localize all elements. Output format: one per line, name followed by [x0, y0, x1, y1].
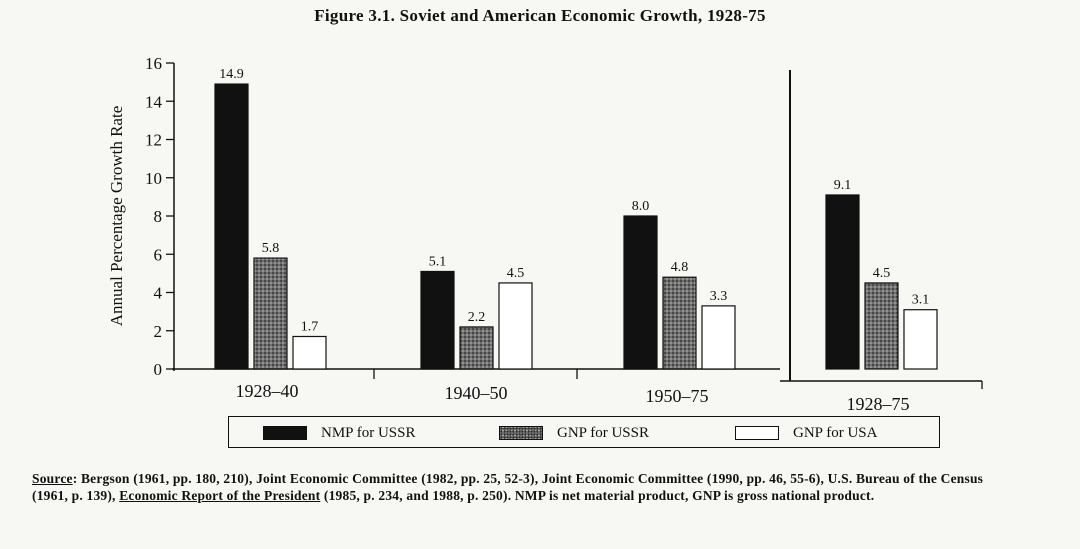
y-tick-label-0: 0 [154, 360, 163, 379]
data-label-nmp-for-ussr-0: 14.9 [219, 67, 244, 82]
y-tick-label-4: 4 [154, 284, 163, 303]
source-text-1: : Bergson (1961, pp. 180, 210), Joint Ec… [32, 471, 984, 503]
data-label-gnp-for-ussr-1: 2.2 [468, 310, 486, 325]
data-label-nmp-for-ussr-1: 5.1 [429, 254, 447, 269]
bar-nmp-for-ussr-2 [623, 215, 658, 370]
legend-entry-gnp-usa: GNP for USA [735, 423, 877, 443]
legend-entry-nmp-ussr: NMP for USSR [263, 423, 415, 443]
y-tick-label-14: 14 [145, 92, 163, 111]
chart-title: Figure 3.1. Soviet and American Economic… [314, 6, 766, 25]
y-tick-label-16: 16 [145, 54, 162, 73]
legend: NMP for USSR GNP for USSR GNP for USA [228, 416, 940, 448]
bars-group [214, 83, 938, 370]
y-axis-title: Annual Percentage Growth Rate [107, 106, 126, 326]
bar-gnp-for-ussr-3 [864, 282, 899, 370]
data-label-gnp-for-ussr-3: 4.5 [873, 266, 891, 281]
source-label: Source [32, 471, 73, 486]
y-tick-label-6: 6 [154, 245, 163, 264]
bar-nmp-for-ussr-0 [214, 83, 249, 370]
bar-gnp-for-ussr-2 [662, 276, 697, 370]
data-label-gnp-for-usa-1: 4.5 [507, 266, 525, 281]
bar-gnp-for-usa-2 [701, 305, 736, 370]
data-label-nmp-for-ussr-2: 8.0 [632, 199, 650, 214]
bar-gnp-for-ussr-1 [459, 326, 494, 370]
bar-nmp-for-ussr-3 [825, 194, 860, 370]
x-category-label-1: 1940–50 [445, 383, 508, 403]
legend-entry-gnp-ussr: GNP for USSR [499, 423, 649, 443]
data-label-gnp-for-ussr-0: 5.8 [262, 241, 280, 256]
y-tick-label-8: 8 [154, 207, 163, 226]
data-label-gnp-for-usa-0: 1.7 [301, 319, 319, 334]
y-tick-label-2: 2 [154, 322, 163, 341]
legend-label-gnp-usa: GNP for USA [793, 424, 878, 441]
x-category-label-3: 1928–75 [847, 394, 910, 414]
source-note: Source: Bergson (1961, pp. 180, 210), Jo… [32, 470, 1022, 504]
legend-swatch-nmp-ussr [263, 426, 307, 440]
data-label-gnp-for-usa-2: 3.3 [710, 289, 728, 304]
x-category-label-0: 1928–40 [236, 381, 299, 401]
source-text-2: (1985, p. 234, and 1988, p. 250). NMP is… [320, 488, 875, 503]
legend-label-nmp-ussr: NMP for USSR [321, 424, 416, 441]
bar-gnp-for-usa-1 [498, 282, 533, 370]
labels-group: 1928–40 1940–50 1950–75 1928–75 14.9 5.1 8.0 9.… [219, 67, 929, 414]
bar-gnp-for-usa-3 [903, 309, 938, 370]
bar-gnp-for-usa-0 [292, 335, 327, 370]
data-label-gnp-for-ussr-2: 4.8 [671, 260, 689, 275]
y-tick-label-12: 12 [145, 131, 162, 150]
legend-swatch-gnp-ussr [499, 426, 543, 440]
x-category-label-2: 1950–75 [646, 386, 709, 406]
y-tick-label-10: 10 [145, 169, 162, 188]
legend-swatch-gnp-usa [735, 426, 779, 440]
bar-gnp-for-ussr-0 [253, 257, 288, 370]
source-report-title: Economic Report of the President [119, 488, 321, 503]
bar-nmp-for-ussr-1 [420, 270, 455, 370]
data-label-nmp-for-ussr-3: 9.1 [834, 178, 852, 193]
data-label-gnp-for-usa-3: 3.1 [912, 293, 930, 308]
legend-label-gnp-ussr: GNP for USSR [557, 424, 649, 441]
